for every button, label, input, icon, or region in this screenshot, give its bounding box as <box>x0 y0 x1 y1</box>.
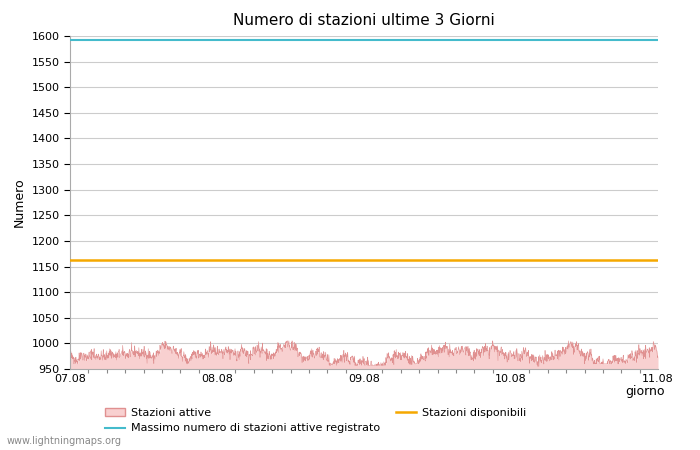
Y-axis label: Numero: Numero <box>13 178 26 227</box>
Title: Numero di stazioni ultime 3 Giorni: Numero di stazioni ultime 3 Giorni <box>233 13 495 28</box>
Text: giorno: giorno <box>626 385 665 398</box>
Legend: Stazioni attive, Massimo numero di stazioni attive registrato, Stazioni disponib: Stazioni attive, Massimo numero di stazi… <box>105 408 526 433</box>
Text: www.lightningmaps.org: www.lightningmaps.org <box>7 436 122 446</box>
